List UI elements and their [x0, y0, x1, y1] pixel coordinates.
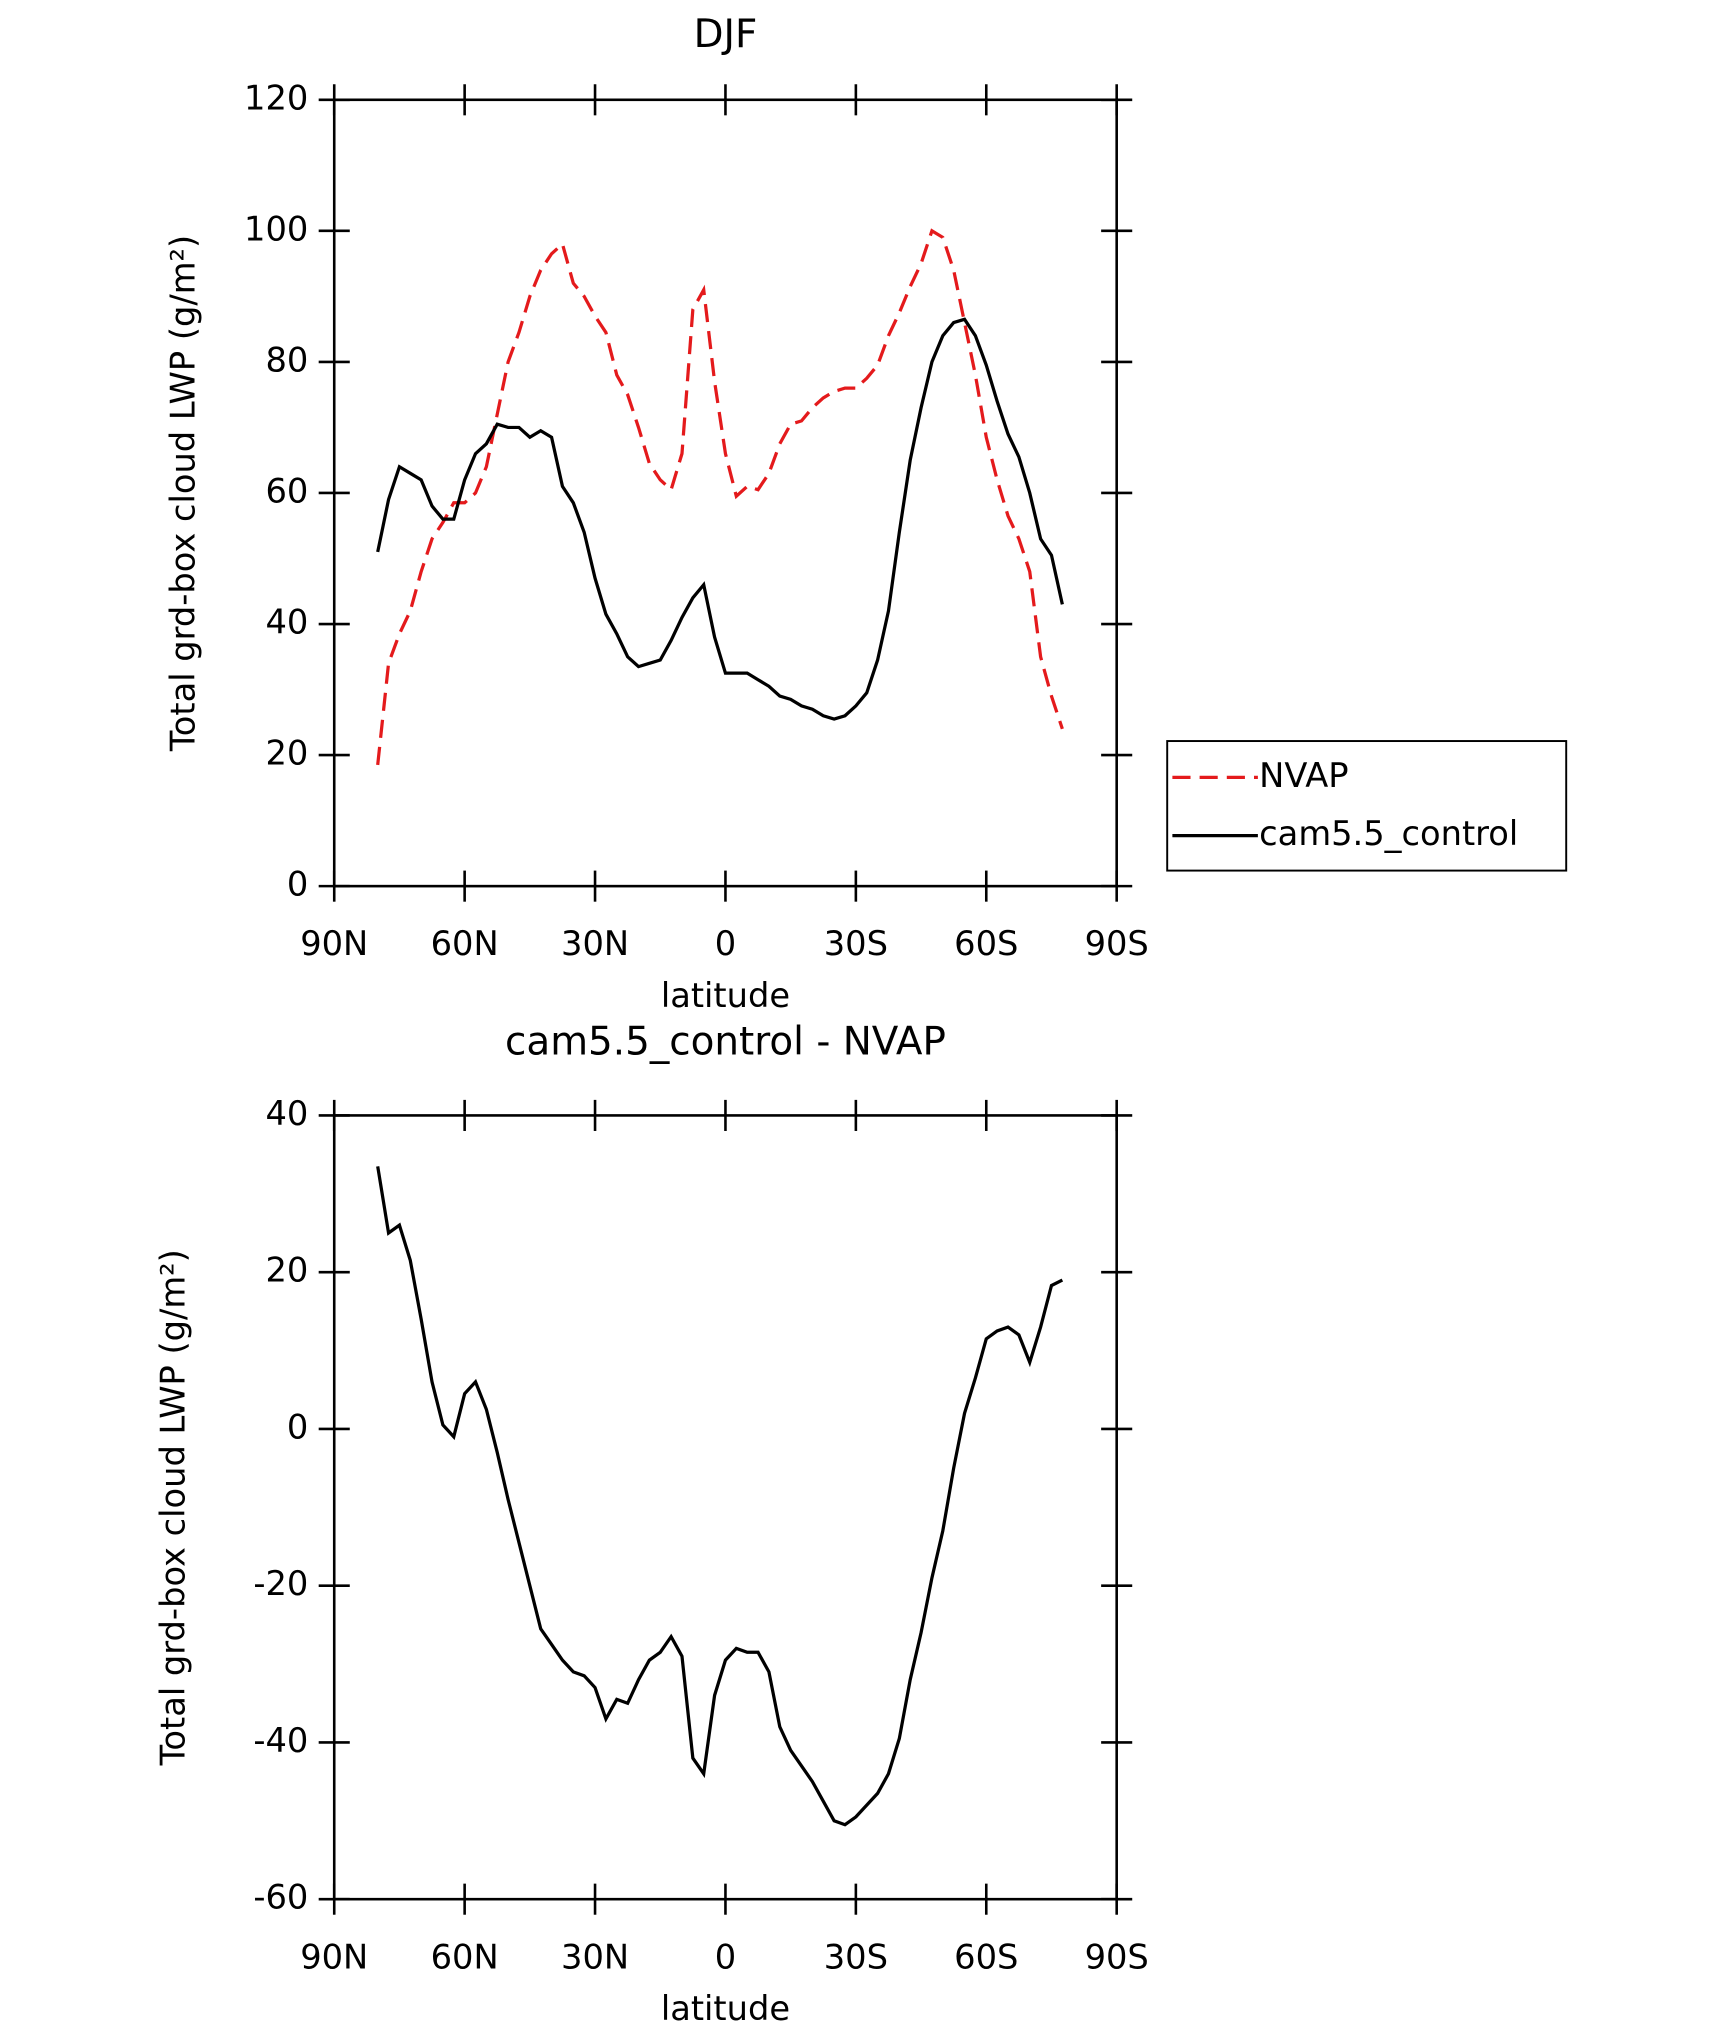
y-tick-label: 80 [265, 340, 308, 379]
y-tick-label: 100 [244, 209, 308, 248]
data-line [376, 228, 1064, 766]
y-tick-label: -40 [253, 1721, 308, 1760]
y-tick-label: 20 [265, 734, 308, 773]
y-tick-label: -60 [253, 1878, 308, 1917]
x-tick-label: 60N [431, 1937, 499, 1976]
y-axis-label: Total grd-box cloud LWP (g/m²) [153, 1249, 192, 1766]
y-tick-label: 40 [265, 1094, 308, 1133]
x-tick-label: 0 [715, 924, 736, 963]
data-line [376, 317, 1064, 721]
x-tick-label: 30N [561, 1937, 629, 1976]
y-tick-label: 60 [265, 471, 308, 510]
x-tick-label: 90N [300, 1937, 368, 1976]
y-tick-label: 0 [287, 1407, 308, 1446]
x-tick-label: 0 [715, 1937, 736, 1976]
data-line [376, 1166, 1064, 1827]
x-tick-label: 60S [954, 1937, 1018, 1976]
y-tick-label: 40 [265, 603, 308, 642]
chart-title: DJF [694, 12, 758, 57]
x-tick-label: 90N [300, 924, 368, 963]
x-tick-label: 30S [824, 924, 888, 963]
y-tick-label: 20 [265, 1251, 308, 1290]
x-axis-label: latitude [661, 976, 790, 1015]
y-tick-label: 120 [244, 78, 308, 117]
x-tick-label: 90S [1085, 1937, 1149, 1976]
y-tick-label: -20 [253, 1564, 308, 1603]
x-tick-label: 60N [431, 924, 499, 963]
x-tick-label: 90S [1085, 924, 1149, 963]
x-tick-label: 30S [824, 1937, 888, 1976]
y-tick-label: 0 [287, 865, 308, 904]
legend-label: NVAP [1259, 756, 1348, 795]
x-tick-label: 60S [954, 924, 1018, 963]
x-axis-label: latitude [661, 1989, 790, 2021]
chart-title: cam5.5_control - NVAP [505, 1020, 946, 1065]
y-axis-label: Total grd-box cloud LWP (g/m²) [164, 235, 203, 752]
plot-frame [332, 1114, 1118, 1901]
legend-box [1166, 740, 1568, 872]
x-tick-label: 30N [561, 924, 629, 963]
legend-label: cam5.5_control [1259, 814, 1518, 853]
plot-frame [332, 98, 1118, 888]
